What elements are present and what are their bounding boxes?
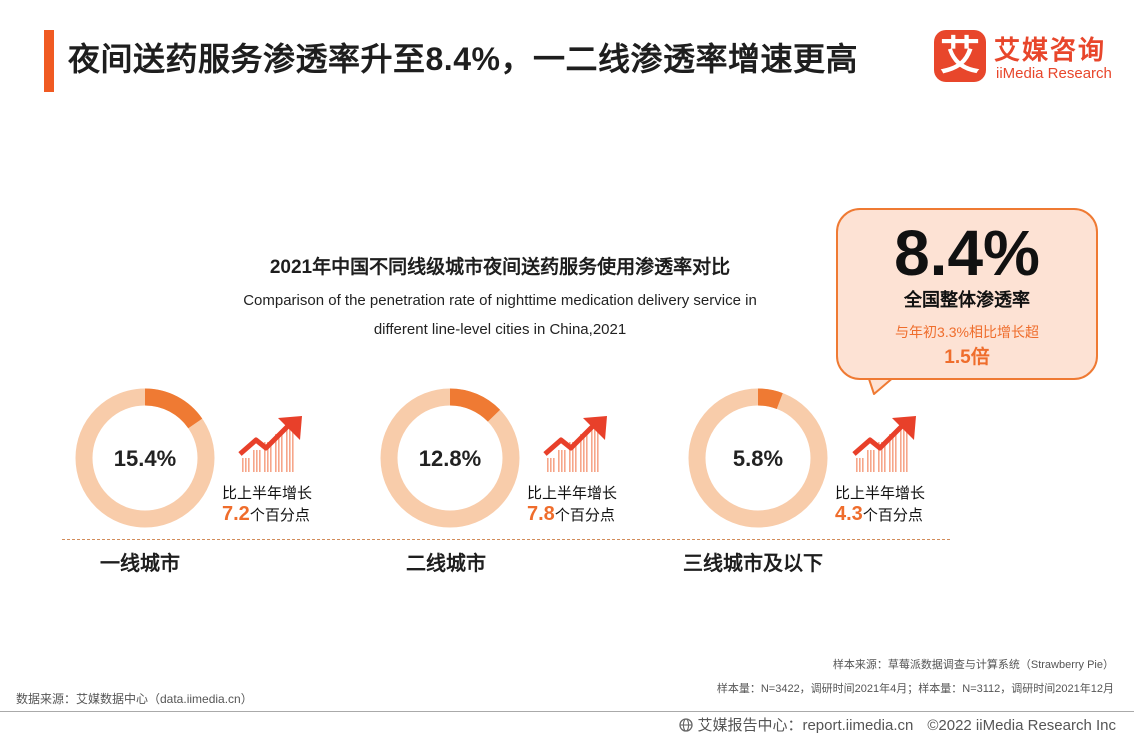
footer-divider (0, 711, 1134, 712)
growth-unit: 个百分点 (862, 507, 923, 524)
growth-label: 比上半年增长 (835, 485, 926, 502)
national-penetration-label: 全国整体渗透率 (904, 290, 1030, 310)
sample-size: 样本量：N=3422，调研时间2021年4月；样本量：N=3112，调研时间20… (716, 683, 1114, 695)
title-accent-bar (44, 30, 54, 92)
data-source: 数据来源：艾媒数据中心（data.iimedia.cn） (16, 692, 253, 706)
growth-value: 4.3个百分点 (835, 503, 923, 526)
donut-value-label: 15.4% (114, 446, 176, 471)
growth-number: 4.3 (835, 503, 863, 525)
growth-value: 7.8个百分点 (527, 503, 615, 526)
donut-value-arc (75, 388, 215, 528)
dashed-divider (62, 539, 950, 540)
logo-mark: 艾 (934, 30, 986, 82)
sample-source: 样本来源：草莓派数据调查与计算系统（Strawberry Pie） (832, 659, 1114, 671)
growth-unit: 个百分点 (554, 507, 615, 524)
growth-arrow-icon (852, 416, 916, 472)
logo-cn-text: 艾媒咨询 (994, 35, 1107, 65)
iimedia-logo: 艾 艾媒咨询 iiMedia Research (934, 30, 1124, 86)
growth-number: 7.2 (222, 503, 250, 525)
copyright: ©2022 iiMedia Research Inc (927, 717, 1116, 734)
growth-number: 7.8 (527, 503, 555, 525)
donut-value-label: 5.8% (733, 446, 783, 471)
national-penetration-value: 8.4% (894, 217, 1040, 289)
growth-multiple: 1.5倍 (944, 347, 990, 368)
donut-value-arc (380, 388, 520, 528)
chart-subtitle-line-1: Comparison of the penetration rate of ni… (243, 292, 757, 309)
chart-subtitle-line-2: different line-level cities in China,202… (373, 321, 627, 338)
city-label-tier3-below: 三线城市及以下 (683, 553, 823, 575)
donut-value-label: 12.8% (419, 446, 481, 471)
globe-icon (679, 718, 694, 732)
chart-subtitle: Comparison of the penetration rate of ni… (200, 286, 800, 344)
national-penetration-callout: 8.4% 全国整体渗透率 与年初3.3%相比增长超 1.5倍 (836, 208, 1098, 380)
growth-value: 7.2个百分点 (222, 503, 310, 526)
growth-label: 比上半年增长 (222, 485, 313, 502)
donut-value-arc (688, 388, 828, 528)
city-label-tier2: 二线城市 (406, 553, 486, 575)
donut-2: 12.8% (380, 388, 520, 528)
city-label-tier1: 一线城市 (100, 553, 180, 575)
footer: 艾媒报告中心：report.iimedia.cn ©2022 iiMedia Re… (679, 714, 1116, 735)
growth-arrow-icon (238, 416, 302, 472)
chart-title: 2021年中国不同线级城市夜间送药服务使用渗透率对比 (269, 257, 731, 278)
page-title: 夜间送药服务渗透率升至8.4%，一二线渗透率增速更高 (68, 41, 858, 77)
logo-en-text: iiMedia Research (996, 65, 1112, 82)
growth-note: 与年初3.3%相比增长超 (895, 324, 1039, 340)
growth-arrow-icon (543, 416, 607, 472)
growth-label: 比上半年增长 (527, 485, 618, 502)
report-center-link[interactable]: 艾媒报告中心：report.iimedia.cn (697, 717, 914, 734)
donut-3: 5.8% (688, 388, 828, 528)
growth-unit: 个百分点 (249, 507, 310, 524)
donut-1: 15.4% (75, 388, 215, 528)
